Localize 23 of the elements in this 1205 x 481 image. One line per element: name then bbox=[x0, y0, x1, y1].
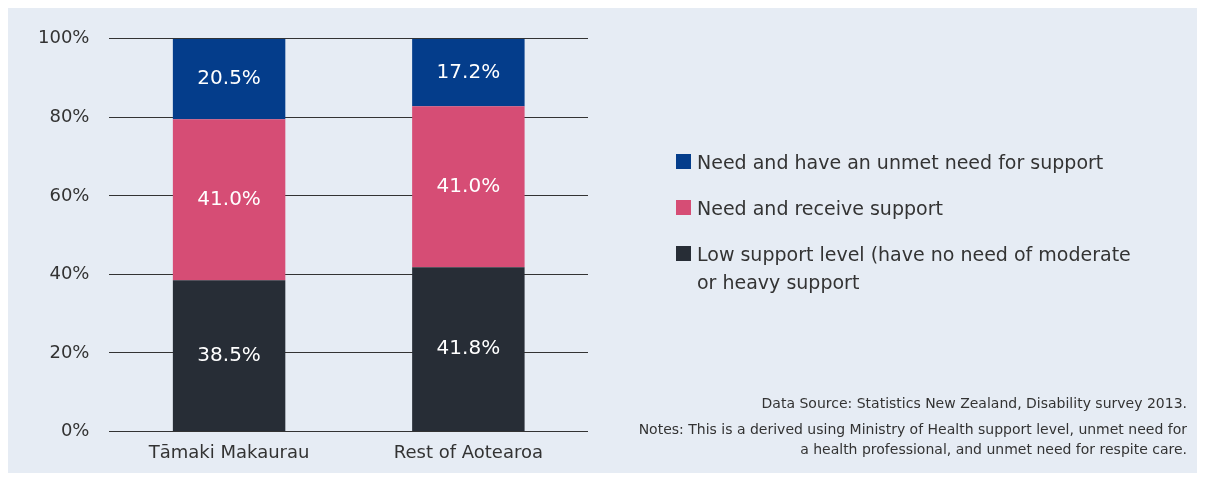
x-tick-label: Tāmaki Makaurau bbox=[147, 440, 310, 462]
y-tick-label: 0% bbox=[60, 419, 90, 441]
y-tick-label: 100% bbox=[37, 26, 90, 48]
data-label: 20.5% bbox=[197, 65, 261, 90]
data-label: 41.8% bbox=[436, 335, 501, 360]
legend-label: Low support level (have no need of moderate or heavy support bbox=[697, 242, 1132, 295]
source-note: Data Source: Statistics New Zealand, Disability survey 2013. bbox=[760, 394, 1187, 413]
y-tick-label: 20% bbox=[49, 340, 90, 362]
bar bbox=[412, 106, 525, 268]
y-tick-label: 60% bbox=[49, 183, 90, 205]
bar bbox=[172, 119, 286, 281]
legend-label: Need and have an unmet need for support bbox=[697, 150, 1104, 175]
text: Notes: This is a derived using Ministry of Health support level, unmet need for a health professional, and unmet need for respite care. bbox=[637, 420, 1187, 459]
data-label: 38.5% bbox=[197, 341, 261, 366]
legend-label: Need and receive support bbox=[697, 196, 943, 221]
data-label: 17.2% bbox=[436, 58, 501, 83]
bar bbox=[172, 38, 286, 120]
x-tick-label: Rest of Aotearoa bbox=[393, 440, 543, 462]
y-tick-label: 80% bbox=[49, 104, 90, 126]
bar bbox=[412, 38, 525, 107]
y-tick-label: 40% bbox=[49, 262, 90, 284]
data-label: 41.0% bbox=[436, 173, 501, 198]
data-label: 41.0% bbox=[197, 185, 261, 210]
